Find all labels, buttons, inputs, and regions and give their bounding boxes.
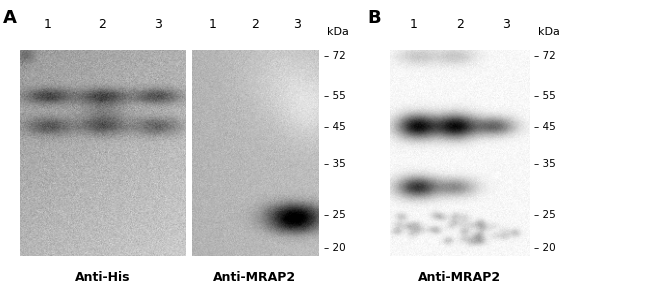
Text: Anti-MRAP2: Anti-MRAP2 — [418, 271, 501, 284]
Text: 3: 3 — [293, 18, 302, 31]
Text: – 20: – 20 — [324, 243, 345, 253]
Text: Anti-MRAP2: Anti-MRAP2 — [213, 271, 296, 284]
Text: – 45: – 45 — [534, 121, 556, 131]
Text: – 72: – 72 — [324, 51, 345, 61]
Text: – 20: – 20 — [534, 243, 556, 253]
Text: – 72: – 72 — [534, 51, 556, 61]
Text: 1: 1 — [209, 18, 217, 31]
Text: 2: 2 — [251, 18, 259, 31]
Text: 2: 2 — [456, 18, 464, 31]
Text: 1: 1 — [43, 18, 51, 31]
Text: – 25: – 25 — [324, 210, 345, 220]
Text: Anti-His: Anti-His — [75, 271, 131, 284]
Text: kDa: kDa — [538, 27, 560, 37]
Text: 3: 3 — [153, 18, 162, 31]
Text: – 55: – 55 — [534, 91, 556, 101]
Text: kDa: kDa — [327, 27, 349, 37]
Text: A: A — [3, 9, 17, 27]
Text: 1: 1 — [410, 18, 417, 31]
Text: – 45: – 45 — [324, 121, 345, 131]
Text: – 55: – 55 — [324, 91, 345, 101]
Text: – 35: – 35 — [324, 159, 345, 169]
Text: – 35: – 35 — [534, 159, 556, 169]
Text: 2: 2 — [98, 18, 107, 31]
Text: B: B — [367, 9, 381, 27]
Text: 3: 3 — [502, 18, 510, 31]
Text: – 25: – 25 — [534, 210, 556, 220]
